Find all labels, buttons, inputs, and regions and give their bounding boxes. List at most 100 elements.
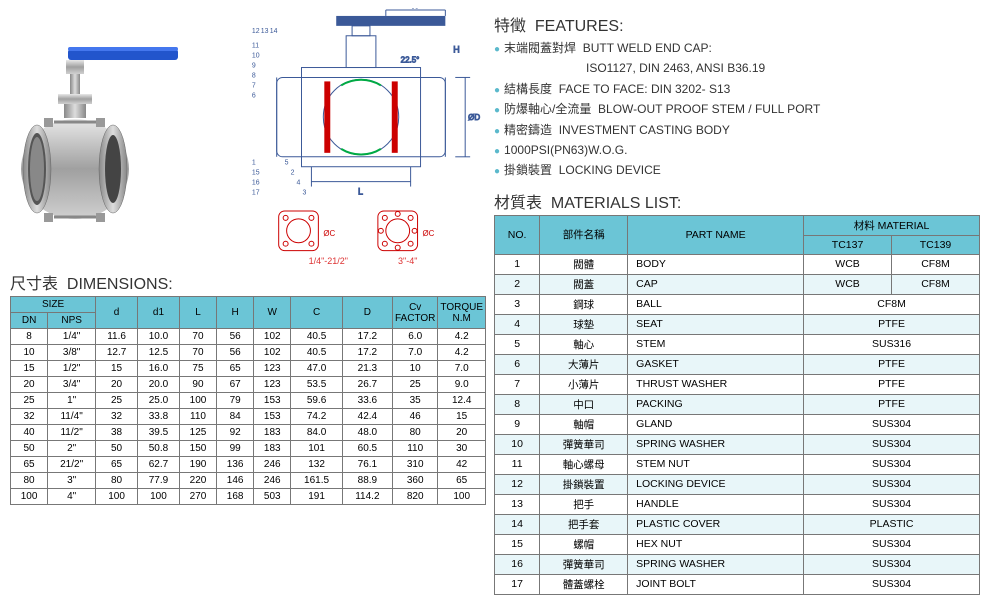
mat-cell: PLASTIC (804, 514, 980, 534)
dim-cell: 20 (96, 377, 138, 393)
dim-cell: 100 (438, 489, 486, 505)
svg-text:22.5°: 22.5° (400, 56, 419, 65)
table-row: 3211/4"3233.81108415374.242.44615 (11, 409, 486, 425)
dim-cell: 39.5 (138, 425, 180, 441)
mat-cell: WCB (804, 274, 892, 294)
mat-h-maten: MATERIAL (878, 220, 930, 232)
feature-item: ●結構長度 FACE TO FACE: DIN 3202- S13 (494, 79, 980, 99)
dim-cell: 3/8" (48, 345, 96, 361)
flange-label-1: 1/4"-21/2" (309, 256, 348, 266)
mat-cell: SUS304 (804, 474, 980, 494)
dim-cell: 11/4" (48, 409, 96, 425)
dim-cell: 30 (438, 441, 486, 457)
dim-cell: 12.7 (96, 345, 138, 361)
dim-cell: 21.3 (342, 361, 392, 377)
dim-h-d: d (96, 297, 138, 329)
dim-cell: 25.0 (138, 393, 180, 409)
dim-cell: 270 (179, 489, 216, 505)
dim-cell: 161.5 (291, 473, 342, 489)
dim-cell: 20 (11, 377, 48, 393)
mat-h-matzh: 材料 (854, 220, 875, 232)
dim-h-h: H (217, 297, 254, 329)
dim-cell: 114.2 (342, 489, 392, 505)
mat-cell: 14 (495, 514, 540, 534)
dim-cell: 50 (11, 441, 48, 457)
dim-cell: 15 (96, 361, 138, 377)
mat-cell: PTFE (804, 394, 980, 414)
dim-cell: 70 (179, 329, 216, 345)
dim-cell: 7.0 (438, 361, 486, 377)
svg-text:16: 16 (251, 180, 259, 187)
dim-cell: 168 (217, 489, 254, 505)
svg-text:7: 7 (251, 82, 255, 89)
table-row: 12掛鎖裝置LOCKING DEVICESUS304 (495, 474, 980, 494)
dim-h-size: SIZE (11, 297, 96, 313)
mat-cell: PTFE (804, 374, 980, 394)
table-row: 203/4"2020.0906712353.526.7259.0 (11, 377, 486, 393)
mat-cell: PACKING (628, 394, 804, 414)
features-list: ●末端閥蓋對焊 BUTT WELD END CAP:ISO1127, DIN 2… (494, 38, 980, 181)
dim-cell: 33.8 (138, 409, 180, 425)
table-row: 502"5050.81509918310160.511030 (11, 441, 486, 457)
dim-cell: 90 (179, 377, 216, 393)
mat-h-tc139: TC139 (892, 235, 980, 254)
dim-cell: 100 (96, 489, 138, 505)
dim-cell: 310 (393, 457, 438, 473)
dim-cell: 47.0 (291, 361, 342, 377)
svg-text:13: 13 (260, 28, 268, 35)
table-row: 10彈簧華司SPRING WASHERSUS304 (495, 434, 980, 454)
feat-title-en: FEATURES: (535, 18, 624, 35)
table-row: 7小薄片THRUST WASHERPTFE (495, 374, 980, 394)
features-title: 特徵 FEATURES: (494, 12, 980, 36)
mat-cell: SUS304 (804, 434, 980, 454)
dim-cell: 74.2 (291, 409, 342, 425)
dim-cell: 62.7 (138, 457, 180, 473)
table-row: 17體蓋螺栓JOINT BOLTSUS304 (495, 574, 980, 594)
table-row: 151/2"1516.0756512347.021.3107.0 (11, 361, 486, 377)
dim-cell: 100 (138, 489, 180, 505)
svg-text:11: 11 (251, 43, 258, 50)
dim-h-nps: NPS (48, 313, 96, 329)
svg-text:4: 4 (296, 180, 300, 187)
dim-cell: 15 (438, 409, 486, 425)
mat-cell: 小薄片 (540, 374, 628, 394)
table-row: 803"8077.9220146246161.588.936065 (11, 473, 486, 489)
svg-text:10: 10 (251, 53, 259, 60)
dim-cell: 4.2 (438, 329, 486, 345)
mat-h-partzh: 部件名稱 (540, 215, 628, 254)
mat-cell: 閥蓋 (540, 274, 628, 294)
table-row: 4011/2"3839.51259218384.048.08020 (11, 425, 486, 441)
dim-cell: 503 (254, 489, 291, 505)
mat-cell: 3 (495, 294, 540, 314)
dim-cell: 132 (291, 457, 342, 473)
dim-cell: 84 (217, 409, 254, 425)
mat-cell: 軸心 (540, 334, 628, 354)
table-row: 11軸心螺母STEM NUTSUS304 (495, 454, 980, 474)
mat-cell: CAP (628, 274, 804, 294)
svg-text:ØC: ØC (323, 229, 335, 238)
dim-cell: 17.2 (342, 329, 392, 345)
feature-item: ●掛鎖裝置 LOCKING DEVICE (494, 160, 980, 180)
dim-cell: 191 (291, 489, 342, 505)
mat-cell: 16 (495, 554, 540, 574)
mat-cell: CF8M (892, 274, 980, 294)
dim-cell: 38 (96, 425, 138, 441)
table-row: 5軸心STEMSUS316 (495, 334, 980, 354)
mat-cell: 15 (495, 534, 540, 554)
dim-cell: 150 (179, 441, 216, 457)
mat-cell: 軸心螺母 (540, 454, 628, 474)
dim-cell: 16.0 (138, 361, 180, 377)
mat-cell: GLAND (628, 414, 804, 434)
svg-text:9: 9 (251, 63, 255, 70)
mat-cell: STEM (628, 334, 804, 354)
dim-cell: 53.5 (291, 377, 342, 393)
dim-cell: 153 (254, 409, 291, 425)
mat-h-no: NO. (495, 215, 540, 254)
mat-cell: 掛鎖裝置 (540, 474, 628, 494)
dim-cell: 15 (11, 361, 48, 377)
mat-cell: 7 (495, 374, 540, 394)
dim-cell: 65 (11, 457, 48, 473)
dim-cell: 84.0 (291, 425, 342, 441)
svg-text:ØD: ØD (468, 113, 480, 122)
mat-title-zh: 材質表 (494, 195, 542, 212)
